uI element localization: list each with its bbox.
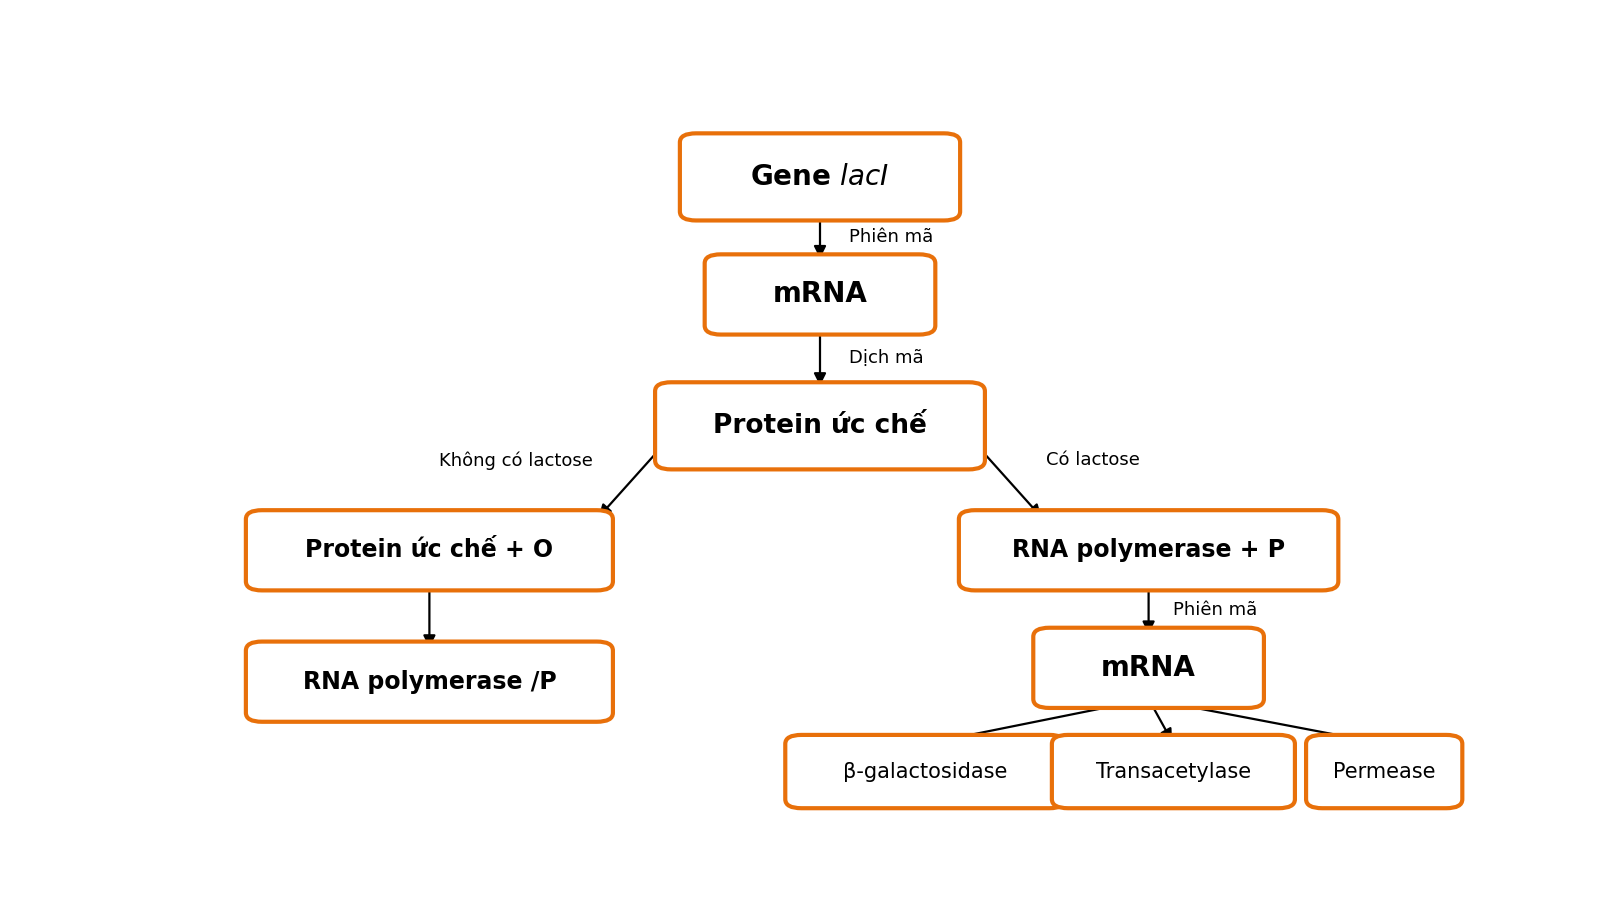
FancyBboxPatch shape: [246, 510, 613, 590]
Text: Phiên mã: Phiên mã: [1173, 602, 1258, 620]
Text: Dịch mã: Dịch mã: [848, 349, 923, 367]
FancyBboxPatch shape: [1034, 628, 1264, 708]
Text: Protein ức chế + O: Protein ức chế + O: [306, 538, 554, 562]
Text: Có lactose: Có lactose: [1046, 452, 1139, 470]
Text: RNA polymerase + P: RNA polymerase + P: [1013, 538, 1285, 562]
FancyBboxPatch shape: [1051, 735, 1294, 808]
FancyBboxPatch shape: [958, 510, 1338, 590]
FancyBboxPatch shape: [786, 735, 1066, 808]
FancyBboxPatch shape: [1306, 735, 1462, 808]
Text: mRNA: mRNA: [1101, 654, 1197, 682]
Text: Gene $\mathit{lacI}$: Gene $\mathit{lacI}$: [750, 163, 890, 191]
Text: Permease: Permease: [1333, 762, 1435, 781]
Text: mRNA: mRNA: [773, 280, 867, 308]
Text: RNA polymerase /P: RNA polymerase /P: [302, 670, 557, 693]
FancyBboxPatch shape: [654, 383, 986, 470]
Text: Phiên mã: Phiên mã: [848, 228, 933, 246]
Text: β-galactosidase: β-galactosidase: [843, 762, 1008, 781]
FancyBboxPatch shape: [680, 133, 960, 221]
Text: Protein ức chế: Protein ức chế: [714, 413, 926, 439]
FancyBboxPatch shape: [704, 254, 936, 335]
FancyBboxPatch shape: [246, 641, 613, 722]
Text: Transacetylase: Transacetylase: [1096, 762, 1251, 781]
Text: Không có lactose: Không có lactose: [440, 451, 594, 470]
